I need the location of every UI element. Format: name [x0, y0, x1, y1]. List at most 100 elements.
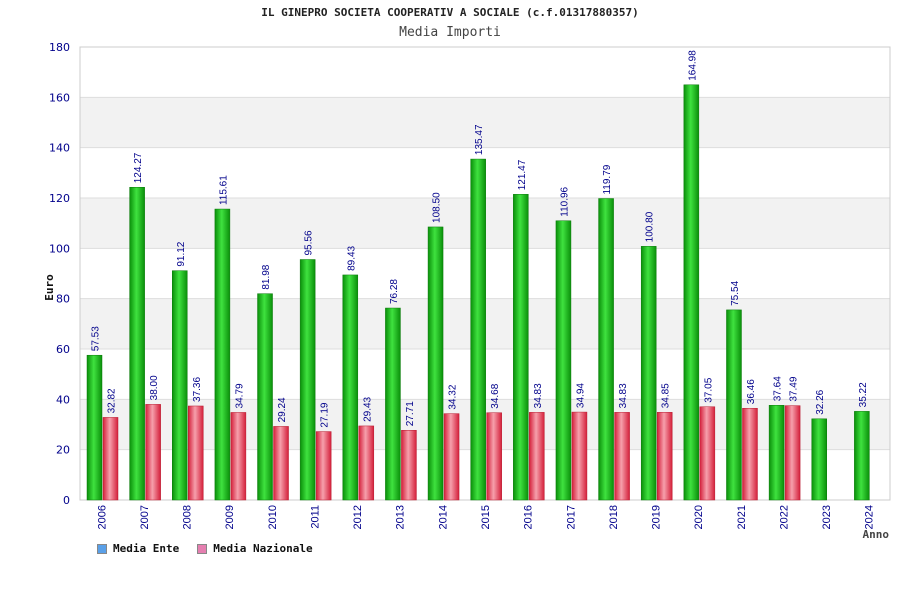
x-tick-label: 2012	[352, 505, 364, 529]
x-tick-label: 2016	[523, 505, 535, 529]
bar-ente	[513, 194, 529, 501]
legend-swatch-ente	[97, 543, 107, 554]
x-tick-label: 2023	[821, 505, 833, 529]
data-label-ente: 37.64	[773, 376, 784, 401]
x-tick-label: 2022	[778, 505, 790, 529]
data-label-nazionale: 29.43	[362, 396, 373, 421]
data-label-ente: 76.28	[389, 279, 400, 304]
y-tick-label: 160	[49, 91, 70, 104]
bar-ente	[299, 259, 316, 501]
grid-band	[80, 97, 890, 148]
x-tick-label: 2020	[693, 505, 705, 529]
bar-ente	[683, 84, 700, 501]
y-tick-label: 40	[56, 393, 70, 406]
y-tick-label: 60	[56, 343, 70, 356]
legend-label-ente: Media Ente	[113, 542, 180, 555]
x-tick-label: 2018	[608, 505, 620, 529]
data-label-nazionale: 34.79	[234, 383, 245, 408]
data-label-ente: 119.79	[602, 164, 613, 194]
bar-ente	[555, 220, 572, 501]
y-tick-label: 140	[49, 142, 70, 155]
data-label-nazionale: 37.36	[192, 377, 203, 402]
bar-ente	[854, 411, 870, 501]
bars-layer	[86, 84, 870, 501]
x-tick-label: 2019	[651, 505, 663, 529]
bar-nazionale	[358, 425, 375, 501]
data-label-ente: 108.50	[432, 192, 443, 223]
bar-ente	[129, 187, 145, 501]
bar-nazionale	[699, 406, 716, 501]
data-label-ente: 135.47	[474, 124, 485, 155]
chart-subtitle: Media Importi	[399, 25, 501, 40]
bar-nazionale	[486, 412, 502, 501]
bar-ente	[342, 274, 359, 501]
labels-layer: 57.53 32.82 124.27 38.00 91.12 37.36 115.61 34.…	[91, 50, 869, 428]
bar-ente	[640, 246, 657, 501]
bar-ente	[726, 309, 742, 501]
data-label-nazionale: 38.00	[149, 375, 160, 400]
data-label-nazionale: 34.94	[575, 383, 586, 408]
bar-ente	[598, 198, 614, 501]
data-label-ente: 121.47	[517, 159, 528, 190]
bar-ente	[385, 307, 401, 501]
data-label-ente: 75.54	[730, 280, 741, 305]
y-tick-label: 120	[49, 192, 70, 205]
data-label-ente: 124.27	[133, 152, 144, 183]
axis-layer: 0 20 40 60 80 100 120 140 160 180 Euro Anno 2006 2007…	[43, 41, 889, 541]
x-tick-label: 2007	[139, 505, 151, 529]
x-tick-label: 2011	[309, 505, 321, 529]
bar-nazionale	[742, 407, 758, 501]
legend: Media Ente Media Nazionale	[97, 542, 313, 555]
data-label-nazionale: 34.68	[490, 383, 501, 408]
bar-ente	[768, 405, 785, 501]
legend-item-nazionale: Media Nazionale	[197, 542, 313, 555]
bar-ente	[470, 158, 486, 501]
x-tick-label: 2009	[224, 505, 236, 529]
bar-nazionale	[656, 412, 673, 501]
bar-nazionale	[230, 412, 247, 501]
bar-nazionale	[784, 405, 801, 501]
x-tick-label: 2010	[267, 505, 279, 529]
data-label-ente: 100.80	[645, 211, 656, 242]
bar-ente	[214, 208, 231, 501]
chart-title: IL GINEPRO SOCIETA COOPERATIV A SOCIALE …	[261, 6, 639, 19]
data-label-nazionale: 29.24	[277, 397, 288, 422]
x-tick-label: 2008	[182, 505, 194, 529]
y-tick-label: 180	[49, 41, 70, 54]
x-tick-label: 2014	[437, 505, 449, 529]
data-label-nazionale: 37.05	[703, 377, 714, 402]
data-label-ente: 57.53	[91, 326, 102, 351]
bar-ente	[427, 226, 444, 501]
bar-nazionale	[315, 431, 332, 501]
data-label-nazionale: 34.85	[661, 383, 672, 408]
bar-ente	[257, 293, 273, 501]
y-tick-label: 0	[63, 494, 70, 507]
bar-nazionale	[145, 404, 161, 501]
bar-ente	[811, 418, 827, 501]
bar-nazionale	[102, 417, 119, 501]
bar-ente	[172, 270, 188, 501]
data-label-ente: 164.98	[687, 50, 698, 81]
x-tick-label: 2013	[395, 505, 407, 529]
legend-label-nazionale: Media Nazionale	[213, 542, 313, 555]
data-label-ente: 95.56	[304, 230, 315, 255]
data-label-ente: 35.22	[858, 382, 869, 407]
y-tick-label: 80	[56, 293, 70, 306]
bar-nazionale	[529, 412, 545, 501]
x-tick-label: 2006	[96, 505, 108, 529]
bar-ente	[86, 354, 103, 501]
x-axis-title: Anno	[863, 528, 890, 541]
data-label-nazionale: 36.46	[746, 379, 757, 404]
legend-swatch-nazionale	[197, 543, 208, 554]
x-tick-label: 2017	[565, 505, 577, 529]
bar-nazionale	[571, 411, 588, 501]
data-label-ente: 81.98	[261, 264, 272, 289]
legend-item-ente: Media Ente	[97, 542, 179, 555]
data-label-nazionale: 34.32	[448, 384, 459, 409]
data-label-nazionale: 37.49	[789, 376, 800, 401]
data-label-nazionale: 27.71	[405, 401, 416, 426]
data-label-nazionale: 34.83	[618, 383, 629, 408]
data-label-nazionale: 32.82	[107, 388, 118, 413]
data-label-ente: 91.12	[176, 241, 187, 266]
